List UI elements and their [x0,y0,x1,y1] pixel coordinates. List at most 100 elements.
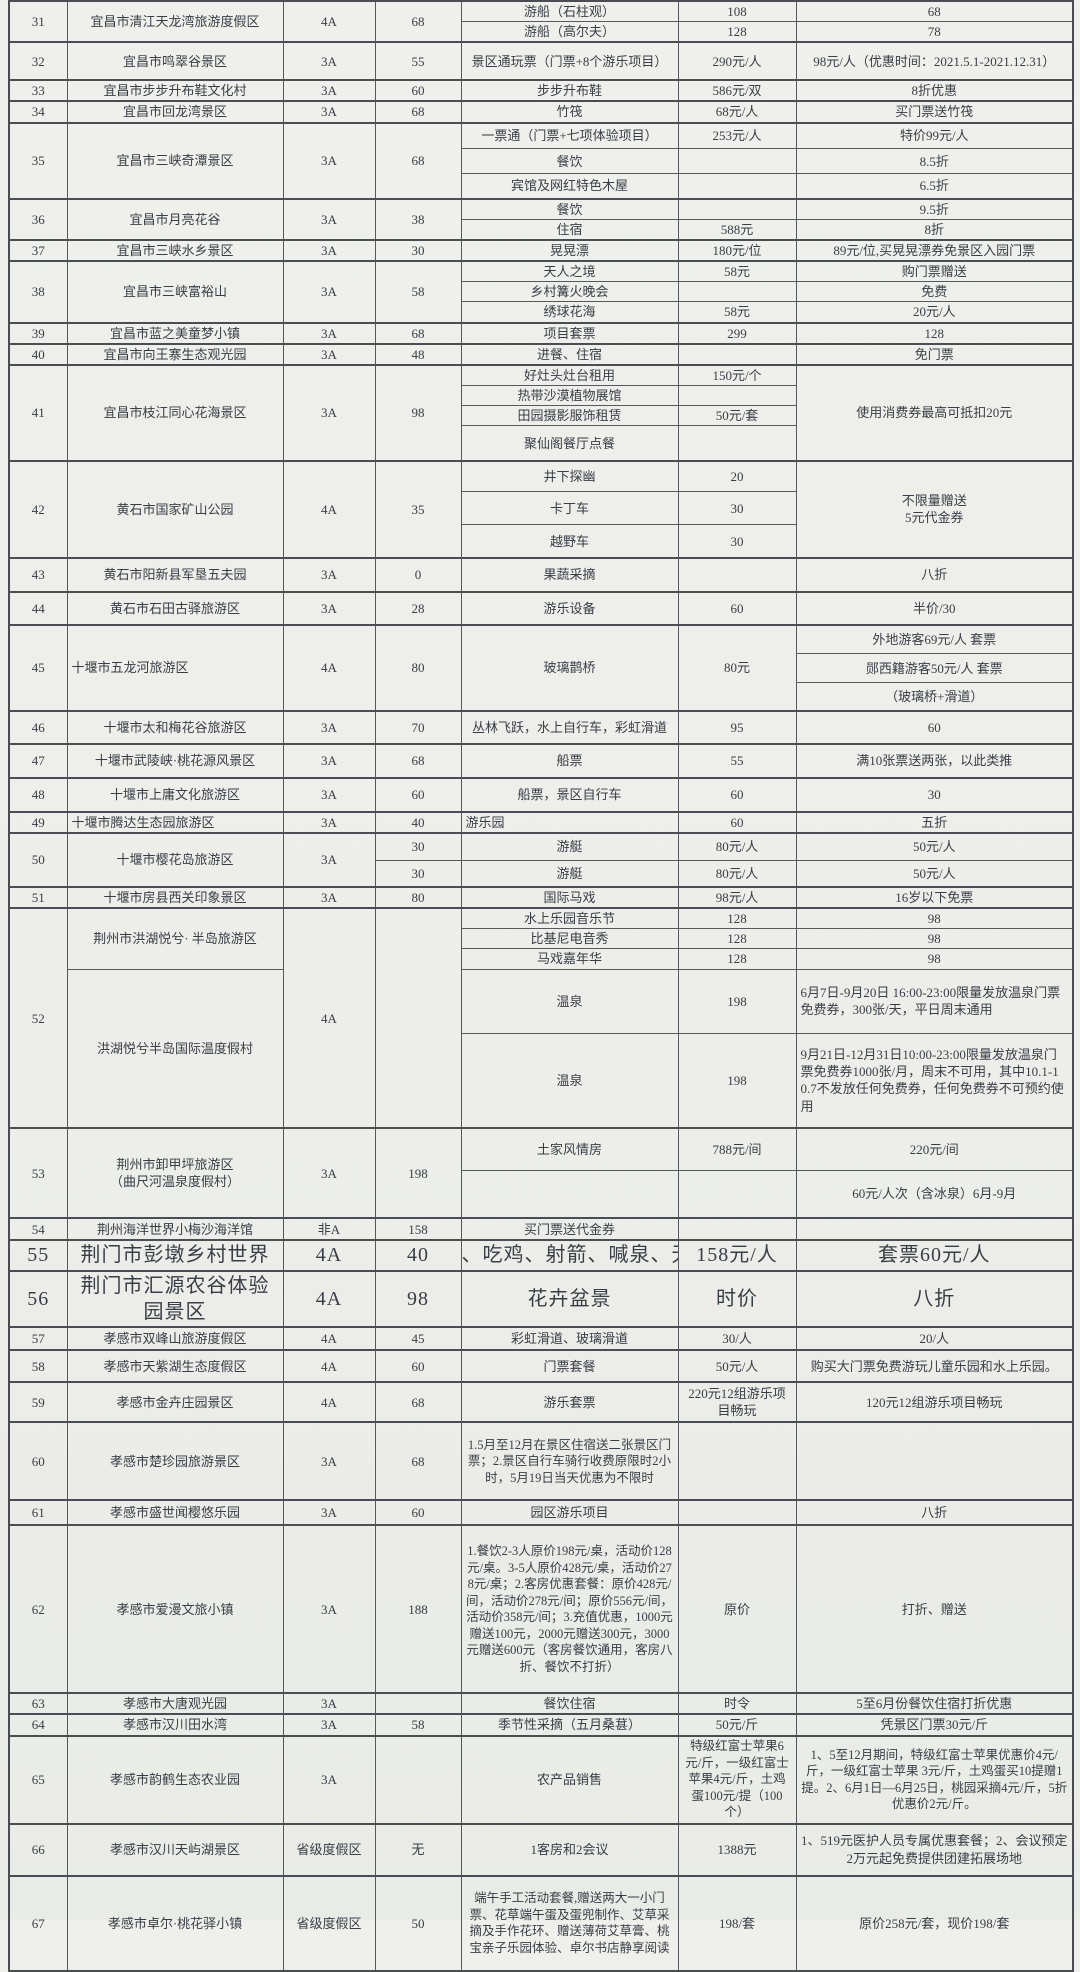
cell-no: 61 [8,1499,68,1526]
cell-discount: 半价/30 [795,590,1074,626]
cell-level: 4A [282,459,376,559]
cell-price: 60 [677,590,797,626]
cell-level: 4A [282,1349,376,1383]
cell-project: 玻璃鹊桥 [460,623,679,712]
cell-project: 游乐园 [460,810,679,834]
cell-price: 80元/人 [677,832,797,861]
cell-no: 49 [8,810,68,834]
cell-name: 宜昌市回龙湾景区 [66,100,284,124]
cell-no: 47 [8,742,68,779]
cell-discount: 98 [795,907,1074,930]
cell-no: 40 [8,342,68,366]
cell-project: 游乐套票 [460,1381,679,1423]
cell-project: 1客房和2会议 [460,1822,679,1877]
cell-project: 、吃鸡、射箭、喊泉、无 [460,1239,679,1272]
cell-ticket: 68 [374,1421,462,1501]
cell-level: 4A [282,1239,376,1272]
cell-no: 66 [8,1822,68,1877]
cell-ticket: 198 [374,1127,462,1219]
cell-price: 80元 [677,623,797,712]
cell-no: 37 [8,238,68,262]
cell-ticket: 70 [374,709,462,745]
cell-price: 299 [677,321,797,345]
cell-project: 买门票送代金券 [460,1217,679,1241]
cell-no: 46 [8,709,68,745]
cell-project: 进餐、住宿 [460,342,679,366]
cell-price: 788元/间 [677,1127,797,1171]
cell-discount: 78 [795,21,1074,43]
cell-name: 宜昌市步步升布鞋文化村 [66,79,284,102]
cell-level: 3A [282,100,376,124]
cell-discount: 60元/人次（含冰泉）6月-9月 [795,1169,1074,1219]
cell-name: 孝感市盛世闻樱悠乐园 [66,1499,284,1526]
cell-project: 井下探幽 [460,459,679,493]
cell-price: 1388元 [677,1822,797,1877]
cell-no: 50 [8,832,68,888]
cell-discount: 特价99元/人 [795,121,1074,150]
cell-no: 57 [8,1326,68,1351]
cell-no: 42 [8,459,68,559]
cell-project: 丛林飞跃，水上自行车，彩虹滑道 [460,709,679,745]
cell-level: 3A [282,238,376,262]
cell-no: 31 [8,0,68,43]
cell-discount: 免费 [795,281,1074,303]
cell-discount: 购门票赠送 [795,260,1074,283]
cell-ticket: 30 [374,859,462,888]
cell-project: 游船（石柱观） [460,0,679,23]
cell-price: 20 [677,459,797,493]
cell-name: 十堰市房县西关印象景区 [66,885,284,909]
cell-price [677,173,797,200]
cell-price: 特级红富士苹果6元/斤，一级红富士苹果4元/斤，土鸡蛋100元/提（100个） [677,1734,797,1825]
cell-name: 荆州市卸甲坪旅游区 （曲尺河温泉度假村） [66,1127,284,1219]
cell-no: 55 [8,1239,68,1272]
cell-ticket: 68 [374,1381,462,1423]
cell-name: 宜昌市三峡奇潭景区 [66,121,284,200]
cell-project: 门票套餐 [460,1349,679,1383]
cell-name: 十堰市樱花岛旅游区 [66,832,284,888]
cell-price [677,1217,797,1241]
cell-ticket: 40 [374,810,462,834]
cell-project: 端午手工活动套餐,赠送两大一小门票、花草端午蛋及蛋兜制作、艾草采摘及手作花环、赠… [460,1874,679,1972]
cell-level: 省级度假区 [282,1822,376,1877]
cell-ticket: 98 [374,363,462,462]
cell-project: 景区通玩票（门票+8个游乐项目） [460,41,679,81]
cell-level: 3A [282,1692,376,1715]
cell-name: 十堰市太和梅花谷旅游区 [66,709,284,745]
cell-discount: 郧西籍游客50元/人 套票 [795,653,1074,684]
cell-ticket: 60 [374,776,462,813]
cell-discount: 20元/人 [795,301,1074,324]
cell-name: 黄石市阳新县军垦五夫园 [66,556,284,593]
cell-ticket: 188 [374,1524,462,1694]
cell-name: 十堰市腾达生态园旅游区 [66,810,284,834]
cell-ticket: 50 [374,1874,462,1972]
cell-project: 温泉 [460,968,679,1034]
cell-price: 80元/人 [677,859,797,888]
cell-no: 44 [8,590,68,626]
cell-ticket: 80 [374,623,462,712]
cell-price: 158元/人 [677,1239,797,1272]
cell-price: 50元/人 [677,1349,797,1383]
cell-price [677,342,797,366]
cell-discount: 98 [795,928,1074,950]
cell-level: 4A [282,0,376,43]
cell-price [677,1499,797,1526]
cell-price: 198/套 [677,1874,797,1972]
cell-project: 花卉盆景 [460,1269,679,1328]
cell-discount: 外地游客69元/人 套票 [795,623,1074,655]
cell-price: 30 [677,491,797,526]
cell-no: 64 [8,1713,68,1737]
cell-no: 33 [8,79,68,102]
cell-level: 4A [282,907,376,1129]
cell-project: 国际马戏 [460,885,679,909]
cell-discount: 八折 [795,1499,1074,1526]
cell-no: 67 [8,1874,68,1972]
cell-ticket: 55 [374,41,462,81]
cell-level: 4A [282,1381,376,1423]
cell-level: 3A [282,556,376,593]
cell-price: 253元/人 [677,121,797,150]
cell-discount: 8折 [795,218,1074,241]
cell-no: 43 [8,556,68,593]
cell-discount: 98元/人（优惠时间：2021.5.1-2021.12.31） [795,41,1074,81]
cell-price [677,385,797,407]
cell-ticket [374,1692,462,1715]
